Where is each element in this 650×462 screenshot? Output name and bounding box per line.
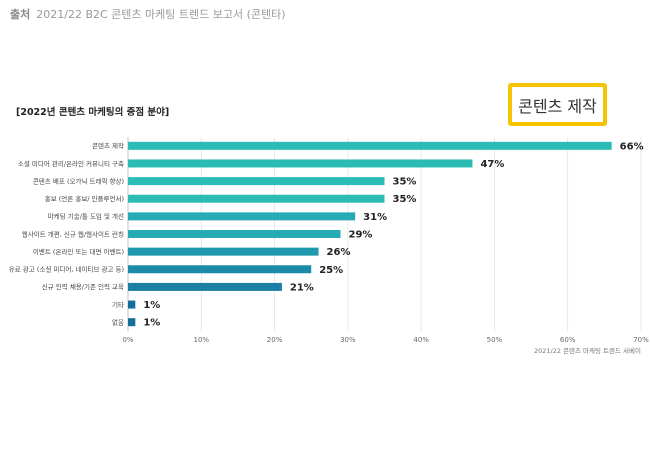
x-tick-label: 30% bbox=[340, 336, 356, 344]
value-label: 31% bbox=[363, 212, 387, 223]
bar bbox=[128, 282, 282, 291]
bar bbox=[128, 300, 136, 309]
source-text: 2021/22 B2C 콘텐츠 마케팅 트렌드 보고서 (콘텐타) bbox=[36, 8, 286, 21]
category-label: 홍보 (언론 홍보/ 인플루언서) bbox=[45, 194, 124, 203]
bar bbox=[128, 177, 385, 186]
x-tick-label: 70% bbox=[633, 336, 649, 344]
bar bbox=[128, 141, 612, 150]
source-lead: 출처 bbox=[10, 8, 31, 21]
bar bbox=[128, 212, 356, 221]
x-tick-label: 0% bbox=[122, 336, 133, 344]
bar bbox=[128, 247, 319, 256]
category-label: 웹사이트 개편, 신규 웹/웹사이트 런칭 bbox=[22, 229, 124, 238]
value-label: 1% bbox=[143, 300, 160, 311]
value-label: 21% bbox=[290, 282, 314, 293]
category-label: 콘텐츠 제작 bbox=[92, 141, 124, 150]
bar bbox=[128, 159, 473, 168]
x-tick-label: 50% bbox=[487, 336, 503, 344]
value-label: 1% bbox=[143, 318, 160, 329]
source-line: 출처 2021/22 B2C 콘텐츠 마케팅 트렌드 보고서 (콘텐타) bbox=[10, 6, 286, 22]
highlight-label: 콘텐츠 제작 bbox=[518, 96, 597, 116]
bar bbox=[128, 230, 341, 238]
category-label: 마케팅 기술/툴 도입 및 개선 bbox=[48, 212, 124, 221]
category-label: 이벤트 (온라인 또는 대면 이벤트) bbox=[33, 247, 124, 256]
bar bbox=[128, 194, 385, 203]
bar bbox=[128, 318, 136, 327]
x-tick-label: 40% bbox=[413, 336, 429, 344]
value-label: 35% bbox=[393, 177, 417, 188]
value-label: 35% bbox=[393, 194, 417, 205]
x-tick-label: 60% bbox=[560, 336, 576, 344]
value-label: 47% bbox=[480, 159, 504, 170]
value-label: 66% bbox=[620, 141, 644, 152]
highlight-callout: 콘텐츠 제작 bbox=[508, 83, 607, 126]
category-label: 없음 bbox=[112, 318, 124, 326]
category-label: 유료 광고 (소셜 미디어, 네이티브 광고 등) bbox=[9, 265, 124, 274]
category-label: 신규 인력 채용/기존 인력 교육 bbox=[42, 282, 124, 291]
category-label: 소셜 미디어 관리/온라인 커뮤니티 구축 bbox=[18, 159, 124, 168]
category-label: 기타 bbox=[112, 300, 124, 309]
value-label: 29% bbox=[349, 230, 373, 241]
x-tick-label: 20% bbox=[267, 336, 283, 344]
chart-source-note: 2021/22 콘텐츠 마케팅 트렌드 서베이 bbox=[534, 346, 641, 355]
category-label: 콘텐츠 배포 (오가닉 트래픽 향상) bbox=[33, 176, 124, 185]
bar bbox=[128, 265, 312, 274]
value-label: 26% bbox=[327, 247, 351, 258]
chart-title: [2022년 콘텐츠 마케팅의 중점 분야] bbox=[16, 107, 170, 118]
value-label: 25% bbox=[319, 265, 343, 276]
x-tick-label: 10% bbox=[194, 336, 210, 344]
